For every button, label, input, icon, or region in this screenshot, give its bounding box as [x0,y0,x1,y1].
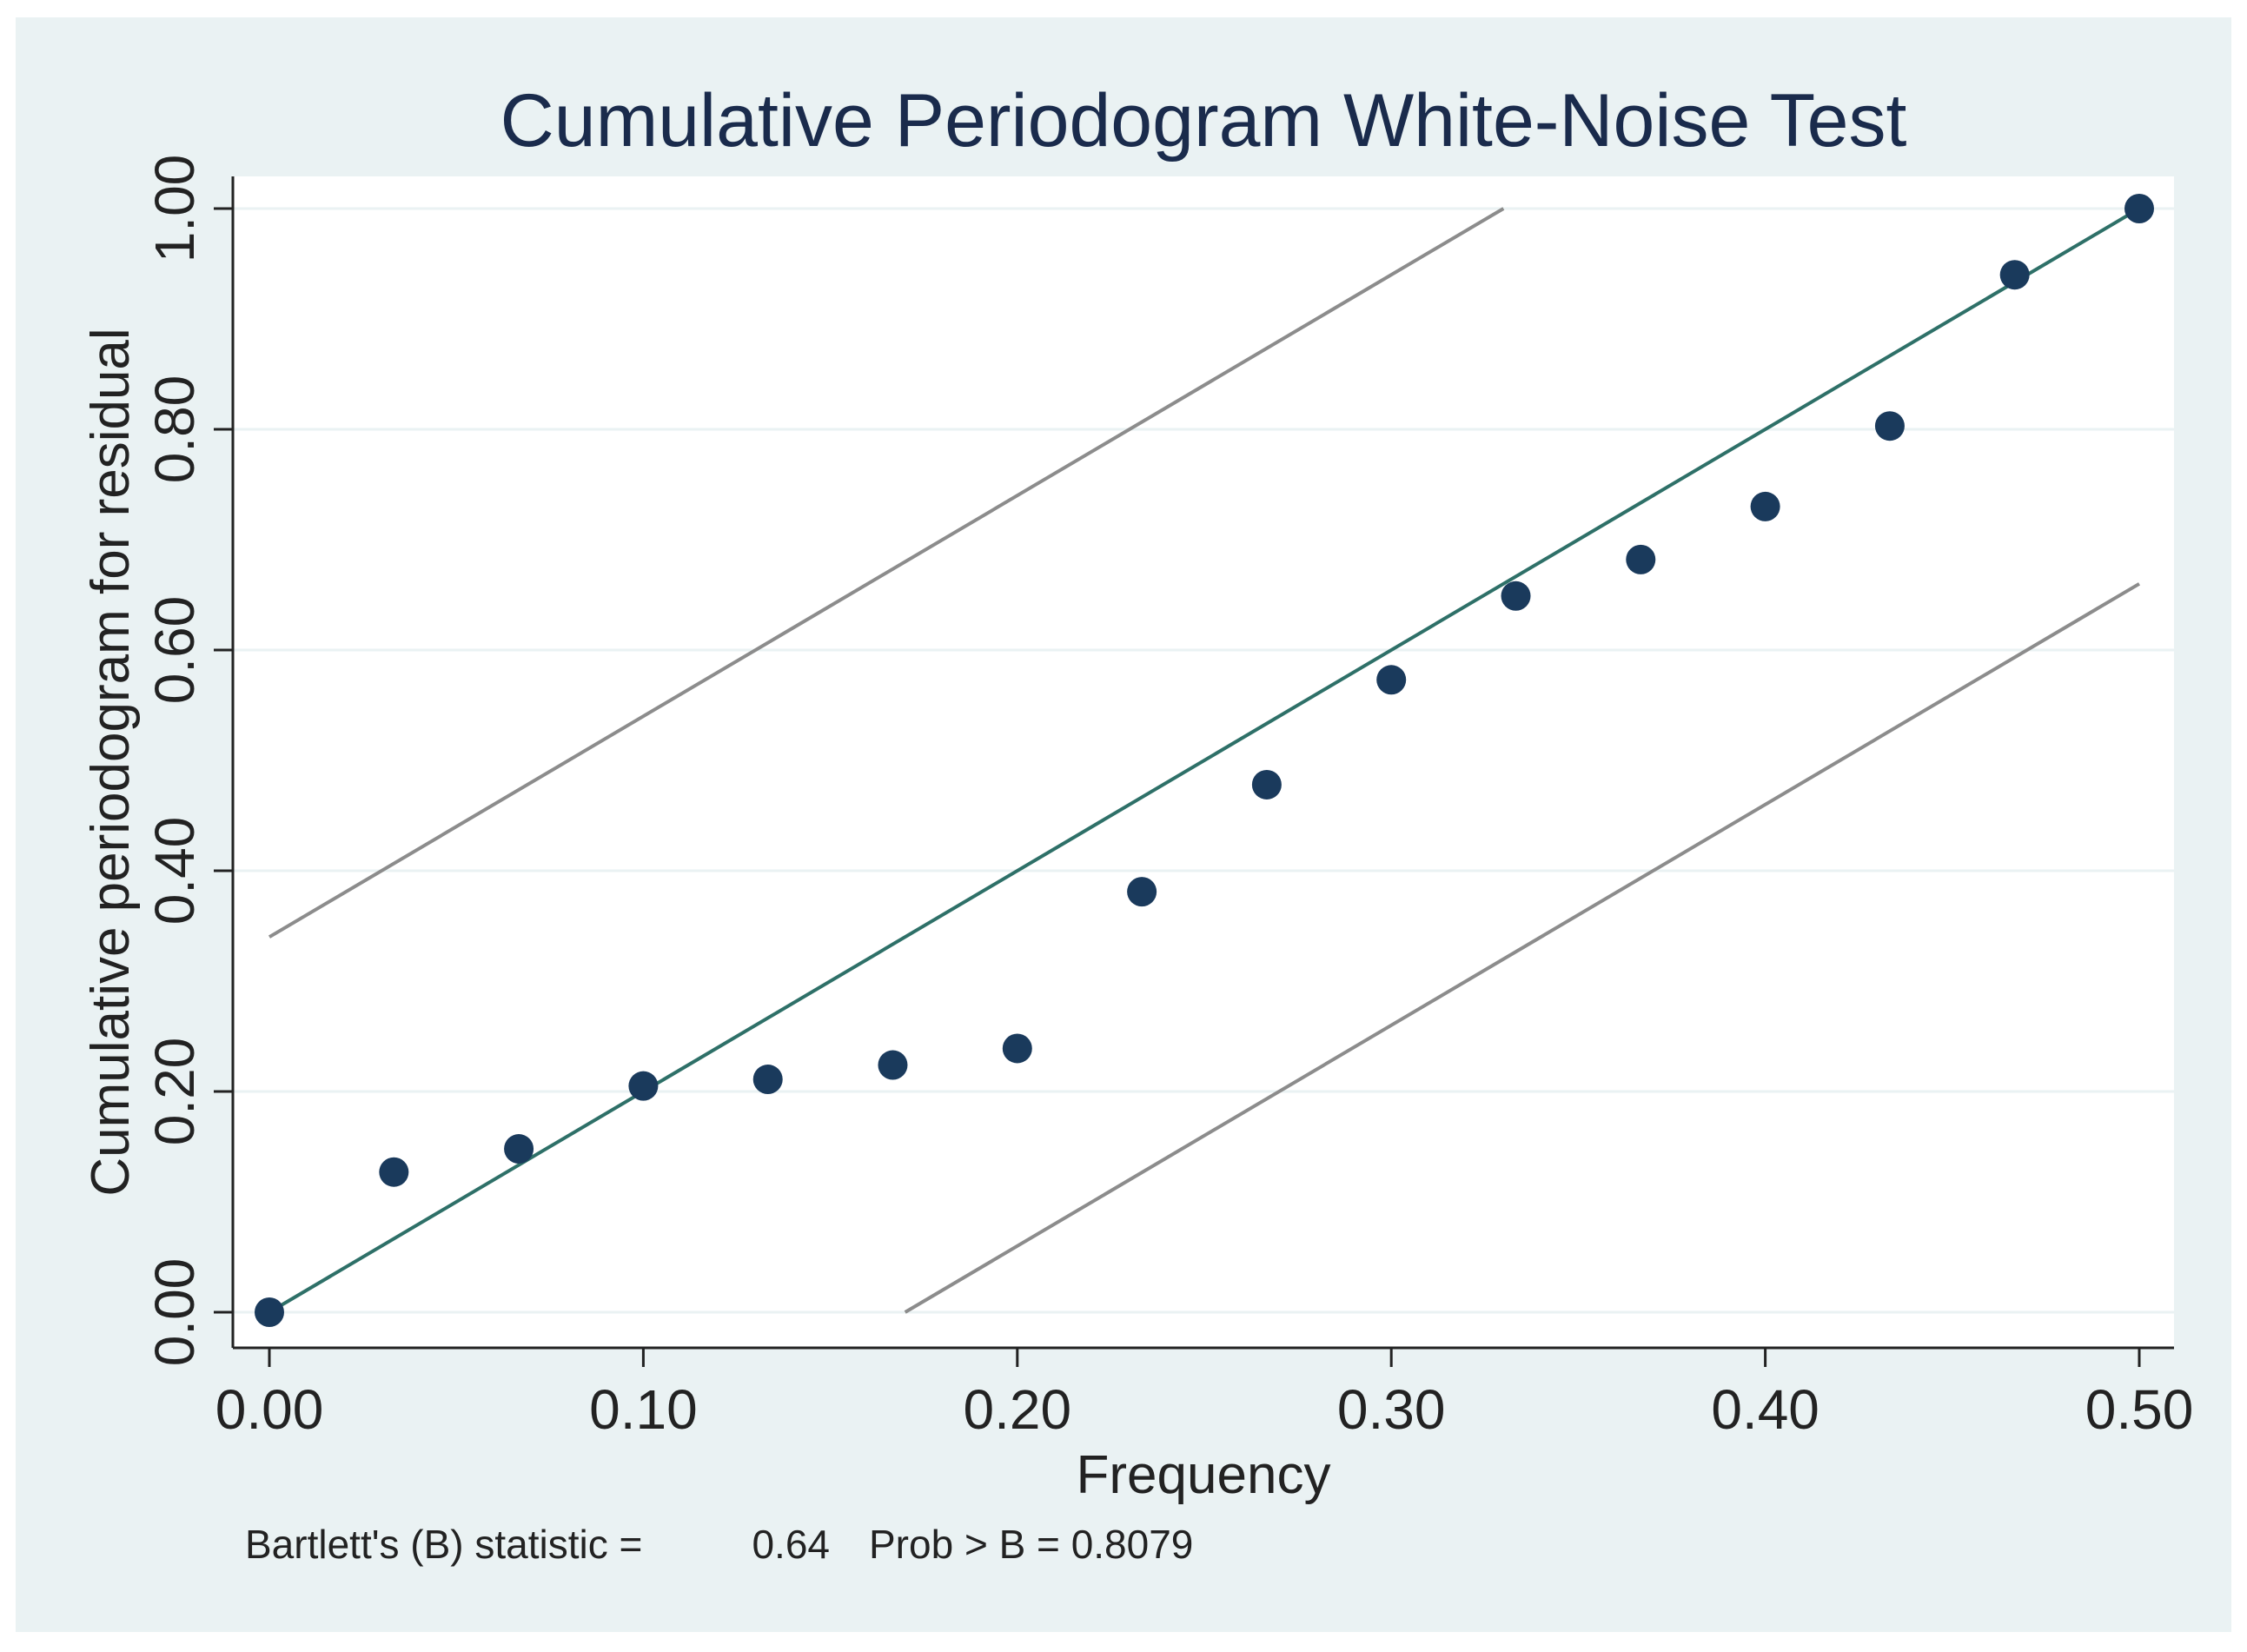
data-point-3 [628,1071,659,1101]
data-point-1 [379,1157,409,1187]
data-point-13 [1874,411,1905,441]
band-line-lower [904,582,2141,1314]
y-tick-label-1: 0.20 [143,1038,206,1146]
data-point-2 [504,1134,534,1164]
x-tick-label-4: 0.40 [1711,1378,1819,1441]
chart-title: Cumulative Periodogram White-Noise Test [500,79,1907,163]
x-tick-label-5: 0.50 [2085,1378,2194,1441]
y-tick-label-2: 0.40 [143,817,206,926]
y-tick-label-3: 0.60 [143,596,206,705]
x-tick-label-1: 0.10 [589,1378,698,1441]
data-point-9 [1376,665,1407,695]
bartlett-statistic-value: 0.64 [752,1522,830,1567]
band-line-upper [268,207,1505,939]
y-tick-label-5: 1.00 [143,155,206,263]
data-point-14 [1999,260,2030,290]
gridlines [233,207,2174,1314]
data-point-12 [1750,491,1780,521]
data-points [255,194,2154,1327]
data-point-6 [1002,1033,1032,1064]
reference-diagonal-line [268,207,2141,1314]
data-point-0 [255,1297,284,1327]
reference-line [268,207,2141,1314]
data-point-5 [878,1050,908,1080]
data-point-4 [752,1065,783,1095]
confidence-bands [268,207,2141,1314]
data-point-11 [1626,544,1656,574]
x-axis-label: Frequency [1077,1445,1331,1505]
y-tick-label-0: 0.00 [143,1258,206,1367]
y-axis-ticks: 0.00 0.20 0.40 0.60 0.80 1.00 [143,155,233,1367]
bartlett-prob-label: Prob > B = 0.8079 [869,1522,1193,1567]
x-tick-label-3: 0.30 [1337,1378,1446,1441]
y-axis-label: Cumulative periodogram for residual [81,328,141,1196]
y-tick-label-4: 0.80 [143,375,206,484]
bartlett-statistic-label: Bartlett's (B) statistic = [245,1522,642,1567]
x-tick-label-0: 0.00 [215,1378,324,1441]
x-axis-ticks: 0.00 0.10 0.20 0.30 0.40 0.50 [215,1348,2194,1441]
data-point-10 [1501,581,1531,611]
data-point-15 [2124,194,2154,223]
x-tick-label-2: 0.20 [964,1378,1072,1441]
data-point-7 [1127,877,1157,907]
data-point-8 [1251,769,1282,799]
axes [231,176,2174,1350]
